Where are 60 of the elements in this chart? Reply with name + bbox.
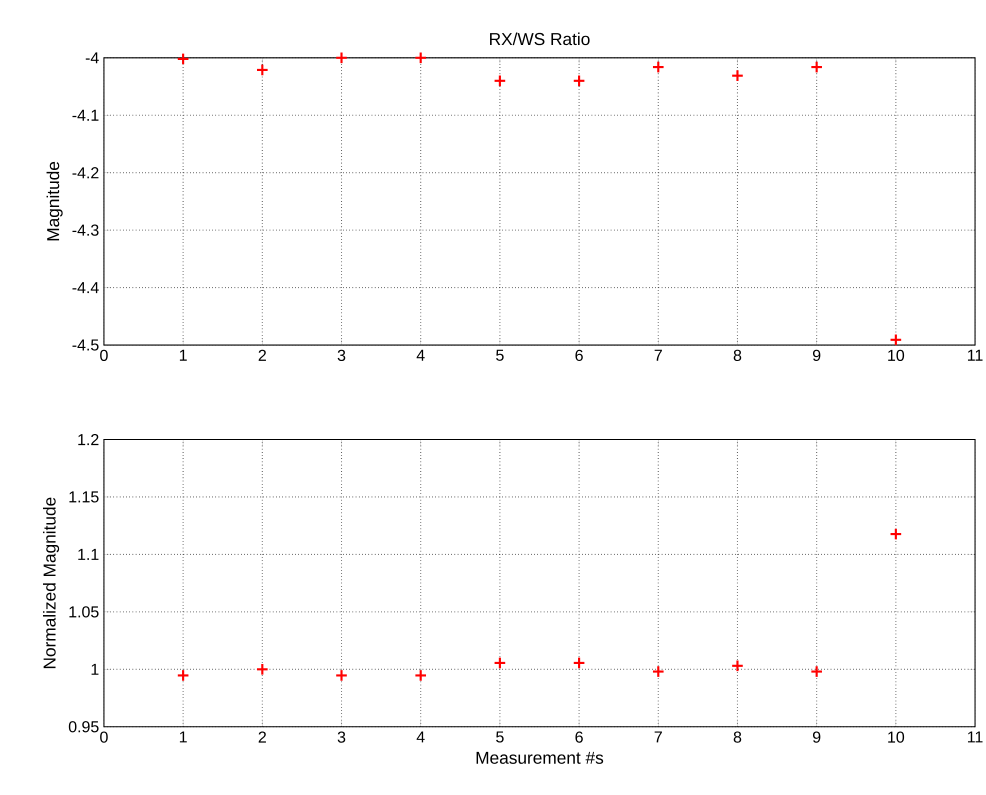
point <box>572 74 586 88</box>
x-tick-label: 11 <box>968 732 983 743</box>
y-tick-label: 0.95 <box>68 721 99 732</box>
x-tick-label: 6 <box>575 732 583 743</box>
point <box>494 74 506 88</box>
point <box>414 52 428 64</box>
point <box>335 669 348 682</box>
y-tick-label: -4.3 <box>72 224 99 236</box>
y-tick-label: -4.5 <box>72 340 99 351</box>
y-tick-label: 1.2 <box>78 434 98 446</box>
x-tick-label: 3 <box>338 732 346 743</box>
x-tick-label: 2 <box>258 732 266 743</box>
point <box>572 656 586 670</box>
x-tick-label: 8 <box>734 350 742 362</box>
x-tick-label: 0 <box>100 350 108 362</box>
x-tick-label: 8 <box>734 732 742 743</box>
point <box>810 665 824 678</box>
x-tick-label: 9 <box>812 350 820 362</box>
x-tick-label: 4 <box>416 732 425 743</box>
x-tick-label: 7 <box>654 350 662 361</box>
point <box>335 52 348 64</box>
x-tick-label: 10 <box>888 732 904 743</box>
point <box>889 334 902 346</box>
y-axis-title: Normalized Magnitude <box>42 498 60 668</box>
x-tick-label: 4 <box>416 350 425 361</box>
point <box>176 52 190 66</box>
point <box>652 665 665 678</box>
x-tick-label: 3 <box>338 350 346 362</box>
x-tick-label: 11 <box>968 350 983 361</box>
y-tick-label: -4 <box>86 52 99 64</box>
x-tick-label: 7 <box>654 732 662 743</box>
y-tick-label: -4.1 <box>72 110 98 121</box>
x-tick-label: 9 <box>812 732 820 743</box>
x-tick-label: 1 <box>180 732 187 743</box>
point <box>414 669 428 682</box>
x-tick-label: 5 <box>496 350 504 361</box>
x-tick-label: 1 <box>180 350 187 361</box>
point <box>256 64 269 76</box>
x-tick-label: 6 <box>575 350 583 362</box>
y-tick-label: -4.2 <box>72 167 98 178</box>
point <box>256 663 269 676</box>
y-tick-label: -4.4 <box>72 282 99 294</box>
point <box>810 60 824 74</box>
y-tick-label: 1.05 <box>69 606 99 618</box>
x-tick-label: 0 <box>100 732 108 743</box>
x-axis-title: Measurement #s <box>476 752 604 764</box>
point <box>889 528 902 541</box>
y-axis-title: Magnitude <box>46 162 63 240</box>
y-tick-label: 1.15 <box>69 492 99 503</box>
y-tick-label: 1.1 <box>78 549 98 560</box>
point <box>176 669 190 682</box>
point <box>731 69 744 82</box>
chart-title: RX/WS Ratio <box>490 32 590 46</box>
point <box>731 660 744 672</box>
point <box>652 60 665 74</box>
x-tick-label: 2 <box>258 350 266 361</box>
x-tick-label: 10 <box>888 350 904 362</box>
point <box>494 656 506 670</box>
y-tick-label: 1 <box>92 664 98 675</box>
x-tick-label: 5 <box>496 732 504 743</box>
